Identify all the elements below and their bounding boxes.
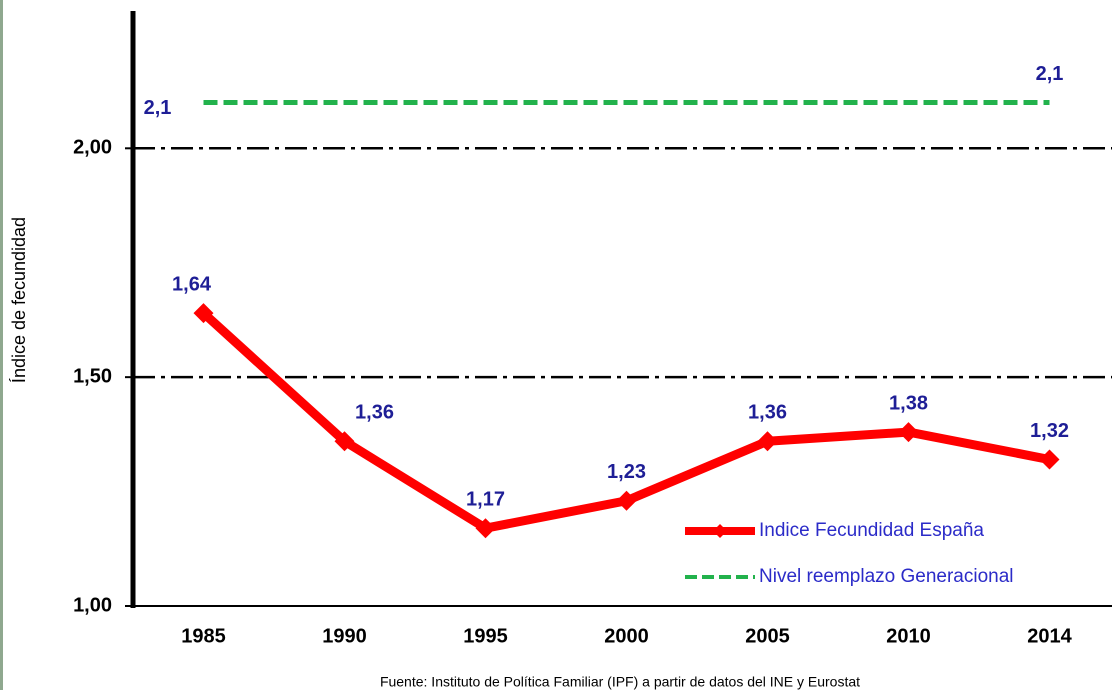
x-tick-label: 2005 — [745, 625, 790, 647]
x-tick-label: 1990 — [322, 625, 367, 647]
value-label: 1,36 — [748, 402, 787, 424]
value-label: 1,64 — [172, 273, 212, 295]
legend-label: Indice Fecundidad España — [759, 520, 984, 541]
source-note: Fuente: Instituto de Política Familiar (… — [380, 674, 860, 690]
value-label: 2,1 — [1036, 63, 1064, 85]
value-label: 2,1 — [144, 97, 172, 119]
y-tick-label: 2,00 — [73, 137, 112, 159]
y-tick-label: 1,00 — [73, 594, 112, 616]
point-marker — [475, 518, 496, 539]
legend-label: Nivel reemplazo Generacional — [759, 566, 1014, 587]
point-marker — [757, 431, 778, 452]
x-tick-label: 2000 — [604, 625, 649, 647]
point-marker — [193, 303, 214, 324]
legend-marker — [713, 524, 727, 538]
point-marker — [334, 431, 355, 452]
value-label: 1,38 — [889, 392, 928, 414]
x-tick-label: 1985 — [181, 625, 226, 647]
edge-strip — [0, 0, 3, 690]
value-label: 1,36 — [355, 402, 394, 424]
point-marker — [616, 490, 637, 511]
point-marker — [898, 422, 919, 443]
value-label: 1,17 — [466, 488, 505, 510]
value-label: 1,32 — [1030, 420, 1069, 442]
x-tick-label: 1995 — [463, 625, 508, 647]
x-tick-label: 2014 — [1027, 625, 1072, 647]
point-marker — [1039, 449, 1060, 470]
x-tick-label: 2010 — [886, 625, 931, 647]
y-axis-label: Índice de fecundidad — [9, 217, 29, 383]
y-tick-label: 1,50 — [73, 365, 112, 387]
value-label: 1,23 — [607, 461, 646, 483]
